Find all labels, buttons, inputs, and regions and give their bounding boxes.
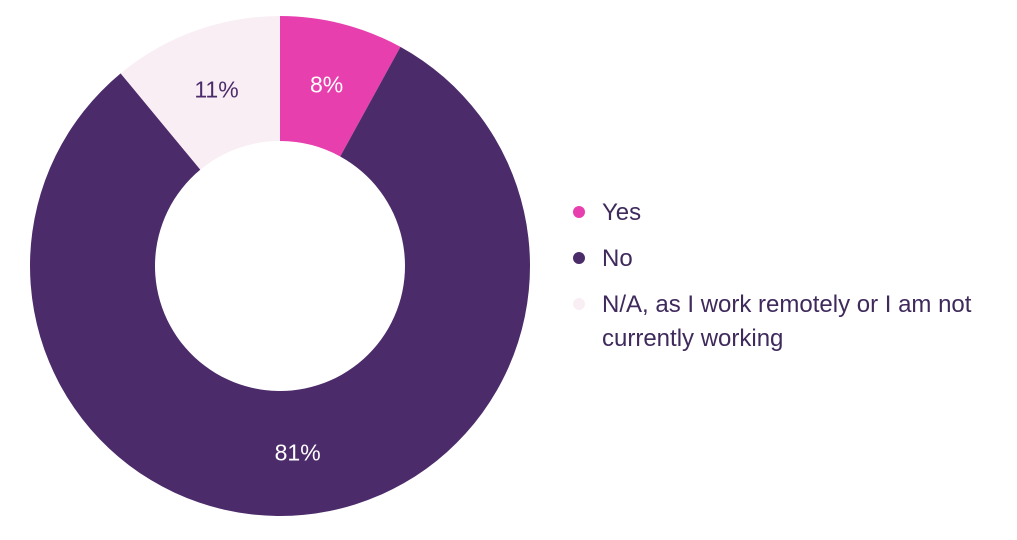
legend-item-yes: Yes — [573, 196, 1013, 230]
chart-legend: Yes No N/A, as I work remotely or I am not… — [573, 196, 1013, 368]
slice-label-no: 81% — [275, 440, 321, 466]
legend-label: Yes — [602, 199, 642, 226]
legend-marker — [573, 298, 585, 310]
donut-chart: 8% 81% 11% — [30, 16, 530, 516]
legend-marker — [573, 206, 585, 218]
legend-label: N/A, as I work remotely or I am not curr… — [602, 291, 972, 352]
slice-n-a-as-i-work-remote — [120, 16, 280, 170]
slice-label-yes: 8% — [310, 71, 343, 97]
legend-item-no: No — [573, 242, 1013, 276]
slice-label-n-a-as-i-work-remote: 11% — [194, 77, 238, 103]
slice-yes — [280, 16, 401, 157]
legend-label: No — [602, 245, 633, 272]
slice-no — [30, 46, 530, 516]
legend-item-n-a-as-i-work-remote: N/A, as I work remotely or I am not curr… — [573, 288, 1013, 356]
donut-slices — [30, 16, 530, 516]
legend-marker — [573, 252, 585, 264]
donut-slice-labels: 8% 81% 11% — [194, 71, 343, 465]
